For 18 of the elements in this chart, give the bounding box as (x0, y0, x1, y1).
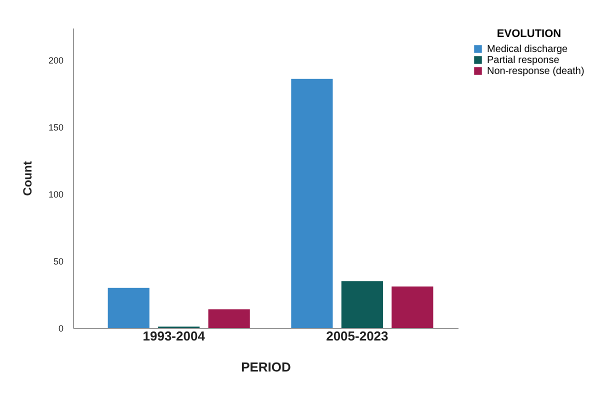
y-tick-label: 150 (48, 122, 64, 133)
bar (291, 78, 333, 328)
y-tick-label: 100 (48, 190, 64, 200)
x-axis-title: PERIOD (241, 360, 291, 374)
legend-label: Partial response (487, 55, 560, 66)
y-tick-label: 50 (53, 256, 64, 267)
y-axis-title: Count (20, 161, 34, 196)
legend-title: EVOLUTION (496, 28, 562, 40)
bar (108, 288, 150, 328)
x-tick-label: 2005-2023 (326, 328, 388, 344)
x-tick-label: 1993-2004 (142, 328, 206, 344)
legend-label: Non-response (death) (487, 66, 584, 77)
legend-label: Medical discharge (487, 44, 568, 55)
bar (392, 286, 434, 328)
y-tick-label: 200 (48, 56, 64, 66)
y-tick-label: 0 (58, 324, 64, 334)
bar (208, 309, 250, 328)
bar (341, 281, 383, 328)
